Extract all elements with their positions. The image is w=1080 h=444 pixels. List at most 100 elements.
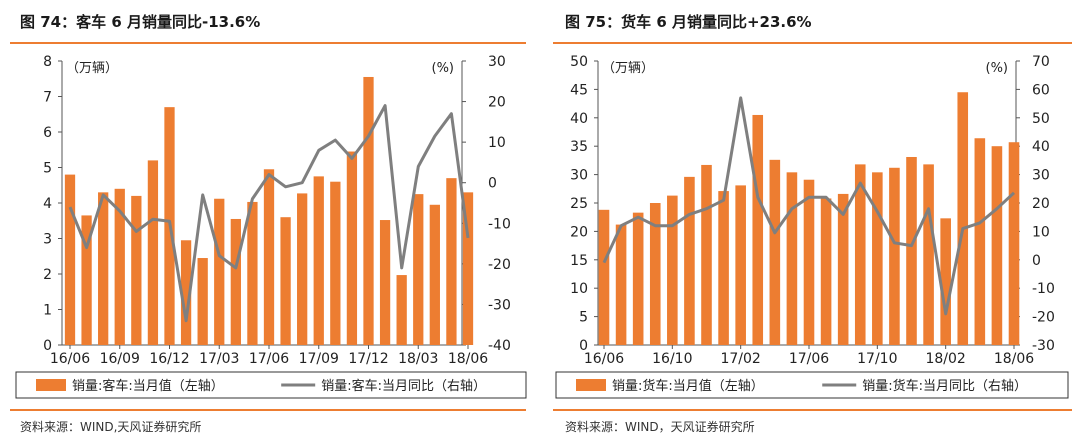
right-tick-label: 0 — [488, 176, 497, 192]
x-tick-label: 16/12 — [149, 351, 189, 367]
left-tick-label: 15 — [570, 253, 588, 269]
x-tick-label: 18/06 — [448, 351, 488, 367]
right-tick-label: 50 — [1032, 111, 1050, 127]
right-tick-label: -30 — [1032, 338, 1055, 354]
bar-17/07 — [820, 198, 832, 345]
legend-swatch-bar — [576, 379, 606, 391]
chart-bus: 图 74：客车 6 月销量同比-13.6%资料来源：WIND,天风证券研究所01… — [10, 13, 527, 434]
bar-17/08 — [837, 193, 849, 345]
chart-title: 图 75：货车 6 月销量同比+23.6% — [565, 13, 812, 31]
left-tick-label: 8 — [43, 54, 52, 70]
right-tick-label: 30 — [1032, 168, 1050, 184]
left-tick-label: 35 — [570, 139, 588, 155]
bar-16/07 — [615, 224, 627, 345]
left-tick-label: 10 — [570, 281, 588, 297]
right-tick-label: 20 — [488, 95, 506, 111]
left-tick-label: 5 — [579, 310, 588, 326]
x-tick-label: 17/10 — [857, 351, 897, 367]
bar-17/03 — [214, 198, 225, 345]
left-tick-label: 20 — [570, 224, 588, 240]
bar-18/03 — [957, 92, 969, 346]
x-tick-label: 17/12 — [348, 351, 388, 367]
right-tick-label: 10 — [488, 135, 506, 151]
bar-17/10 — [872, 172, 883, 345]
left-tick-label: 0 — [43, 338, 52, 354]
title-rule — [553, 42, 1072, 44]
x-tick-label: 16/10 — [652, 351, 692, 367]
left-tick-label: 40 — [570, 111, 588, 127]
chart-truck: 图 75：货车 6 月销量同比+23.6% 资料来源：WIND，天风证券研究所 0 5… — [553, 13, 1072, 434]
bar-18/04 — [974, 138, 986, 345]
x-tick-label: 16/06 — [584, 351, 624, 367]
bar-18/03 — [413, 194, 424, 345]
bar-18/06 — [462, 192, 474, 345]
bar-16/11 — [684, 176, 695, 345]
bar-17/11 — [889, 167, 900, 345]
bar-17/10 — [330, 181, 341, 345]
bar-16/12 — [701, 164, 712, 345]
bar-16/09 — [649, 203, 661, 345]
right-tick-label: 70 — [1032, 54, 1050, 70]
bar-17/01 — [718, 191, 729, 345]
footer-rule — [10, 409, 526, 411]
left-unit-label: （万辆） — [66, 61, 118, 76]
right-tick-label: 40 — [1032, 139, 1050, 155]
bar-16/08 — [98, 192, 109, 345]
right-unit-label: (%) — [986, 61, 1009, 76]
bar-16/10 — [131, 195, 142, 345]
bar-16/09 — [114, 188, 125, 345]
bar-18/01 — [379, 220, 391, 345]
bar-17/09 — [313, 176, 324, 345]
right-tick-label: -10 — [488, 216, 511, 232]
right-tick-label: -30 — [488, 297, 511, 313]
left-tick-label: 50 — [570, 54, 588, 70]
left-unit-label: （万辆） — [602, 61, 654, 76]
x-tick-label: 18/03 — [398, 351, 438, 367]
source-note: 资料来源：WIND，天风证券研究所 — [565, 419, 755, 434]
bar-17/12 — [906, 156, 917, 345]
bar-18/02 — [396, 275, 407, 345]
bar-18/01 — [923, 164, 934, 345]
bar-17/11 — [346, 151, 358, 345]
left-tick-label: 4 — [43, 196, 52, 212]
left-tick-label: 30 — [570, 168, 588, 184]
chart-title: 图 74：客车 6 月销量同比-13.6% — [20, 13, 260, 31]
bar-17/06 — [263, 169, 275, 345]
bar-16/07 — [81, 215, 92, 345]
right-tick-label: -40 — [488, 338, 511, 354]
bar-17/06 — [803, 179, 815, 345]
bar-17/09 — [854, 164, 866, 345]
bar-17/02 — [197, 258, 208, 345]
bar-16/10 — [667, 195, 678, 345]
legend-label-bar: 销量:货车:当月值（左轴） — [612, 378, 764, 394]
bar-18/05 — [446, 178, 457, 345]
legend-box — [15, 371, 527, 399]
legend-swatch-bar — [36, 379, 66, 391]
right-tick-label: 60 — [1032, 82, 1050, 98]
bar-18/04 — [429, 204, 440, 345]
right-tick-label: 10 — [1032, 224, 1050, 240]
x-tick-label: 17/06 — [249, 351, 289, 367]
bar-16/08 — [632, 212, 644, 345]
bar-17/12 — [363, 76, 374, 345]
left-tick-label: 0 — [579, 338, 588, 354]
x-tick-label: 16/09 — [100, 351, 140, 367]
right-tick-label: -20 — [488, 257, 511, 273]
bar-16/06 — [598, 209, 610, 345]
bar-17/02 — [735, 185, 746, 345]
left-tick-label: 25 — [570, 196, 588, 212]
bar-18/02 — [940, 218, 951, 345]
left-tick-label: 2 — [43, 267, 52, 283]
bar-17/07 — [280, 217, 291, 345]
x-tick-label: 17/06 — [789, 351, 829, 367]
bar-17/05 — [786, 172, 798, 345]
x-tick-label: 17/03 — [199, 351, 239, 367]
left-tick-label: 6 — [43, 125, 52, 141]
x-tick-label: 17/02 — [720, 351, 760, 367]
bar-18/06 — [1008, 142, 1020, 345]
bar-17/04 — [769, 159, 781, 345]
legend-box — [555, 371, 1069, 399]
legend-label-line: 销量:客车:当月同比（右轴） — [321, 378, 486, 394]
left-tick-label: 7 — [43, 90, 52, 106]
